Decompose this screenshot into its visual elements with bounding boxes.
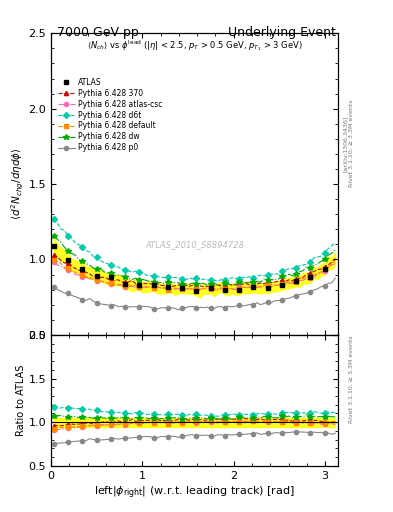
Text: ATLAS_2010_S8894728: ATLAS_2010_S8894728 [145,240,244,249]
Text: [arXiv:1306.3436]: [arXiv:1306.3436] [343,115,347,172]
Y-axis label: Ratio to ATLAS: Ratio to ATLAS [16,365,26,436]
Text: Rivet 3.1.10, ≥ 3.3M events: Rivet 3.1.10, ≥ 3.3M events [349,335,354,423]
Text: $\langle N_{ch}\rangle$ vs $\phi^{\rm lead}$ ($|\eta|$ < 2.5, $p_T$ > 0.5 GeV, $: $\langle N_{ch}\rangle$ vs $\phi^{\rm le… [86,38,303,53]
Y-axis label: $\langle d^2 N_{chg}/d\eta d\phi\rangle$: $\langle d^2 N_{chg}/d\eta d\phi\rangle$ [9,147,26,221]
Text: Underlying Event: Underlying Event [228,26,336,38]
Text: Rivet 3.1.10, ≥ 3.3M events: Rivet 3.1.10, ≥ 3.3M events [349,99,354,187]
X-axis label: left$|\phi_{\rm right}|$ (w.r.t. leading track) [rad]: left$|\phi_{\rm right}|$ (w.r.t. leading… [94,485,295,501]
Text: 7000 GeV pp: 7000 GeV pp [57,26,139,38]
Legend: ATLAS, Pythia 6.428 370, Pythia 6.428 atlas-csc, Pythia 6.428 d6t, Pythia 6.428 : ATLAS, Pythia 6.428 370, Pythia 6.428 at… [58,78,162,152]
